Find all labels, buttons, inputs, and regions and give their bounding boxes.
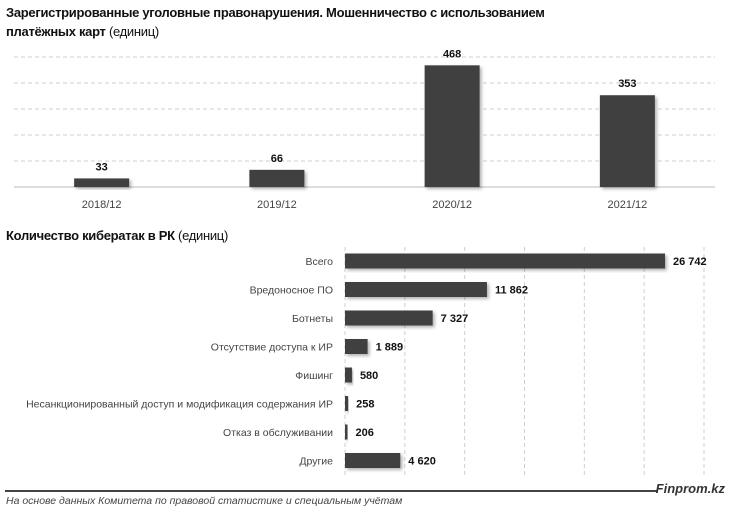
chart1-title-line1: Зарегистрированные уголовные правонаруше… — [6, 5, 545, 20]
chart1-title: Зарегистрированные уголовные правонаруше… — [6, 3, 545, 41]
brand-logo: Finprom.kz — [655, 481, 725, 496]
category-label: Отсутствие доступа к ИР — [211, 342, 333, 354]
data-label: 1 889 — [376, 342, 404, 354]
data-label: 353 — [618, 78, 636, 90]
bar-2020/12 — [424, 65, 480, 187]
chart2-plot: Всего 26 742 Вредоносное ПО 11 862 Ботнеты 7 … — [26, 247, 707, 475]
data-label: 206 — [355, 427, 373, 439]
data-label: 26 742 — [673, 256, 707, 268]
category-label: Фишинг — [295, 370, 333, 382]
category-label: Всего — [305, 256, 333, 268]
x-tick-label: 2019/12 — [257, 199, 297, 211]
x-tick-label: 2021/12 — [607, 199, 647, 211]
bar-1 — [345, 282, 487, 297]
data-label: 7 327 — [441, 313, 469, 325]
bar-4 — [345, 367, 352, 383]
data-label: 4 620 — [408, 456, 436, 468]
chart1-plot: 33 2018/12 66 2019/12 468 2020/12 353 2021/12 — [14, 48, 715, 211]
data-label: 258 — [356, 399, 374, 411]
bar-2018/12 — [74, 178, 130, 187]
data-label: 33 — [96, 161, 108, 173]
x-tick-label: 2020/12 — [432, 199, 472, 211]
category-label: Вредоносное ПО — [250, 285, 333, 297]
bar-7 — [345, 453, 401, 468]
category-label: Ботнеты — [292, 313, 333, 325]
category-label: Отказ в обслуживании — [223, 427, 333, 439]
chart1-title-line2: платёжных карт — [6, 24, 106, 39]
category-label: Другие — [299, 456, 333, 468]
bar-3 — [345, 339, 368, 354]
bar-2 — [345, 310, 433, 326]
data-label: 580 — [360, 370, 378, 382]
chart2-title-text: Количество кибератак в РК — [6, 228, 175, 243]
chart1-unit: (единиц) — [108, 24, 159, 39]
data-label: 66 — [271, 153, 283, 165]
bar-6 — [345, 424, 348, 440]
bar-2019/12 — [249, 169, 305, 187]
x-tick-label: 2018/12 — [82, 199, 122, 211]
source-note: На основе данных Комитета по правовой ст… — [6, 495, 403, 507]
footer-rule — [5, 490, 657, 492]
chart2-unit: (единиц) — [178, 228, 228, 243]
chart2-title: Количество кибератак в РК (единиц) — [6, 226, 228, 245]
bar-0 — [345, 253, 666, 269]
bar-2021/12 — [599, 95, 655, 187]
data-label: 11 862 — [495, 285, 528, 297]
data-label: 468 — [443, 48, 461, 60]
category-label: Несанкционированный доступ и модификация… — [26, 399, 333, 411]
bar-5 — [345, 396, 349, 411]
